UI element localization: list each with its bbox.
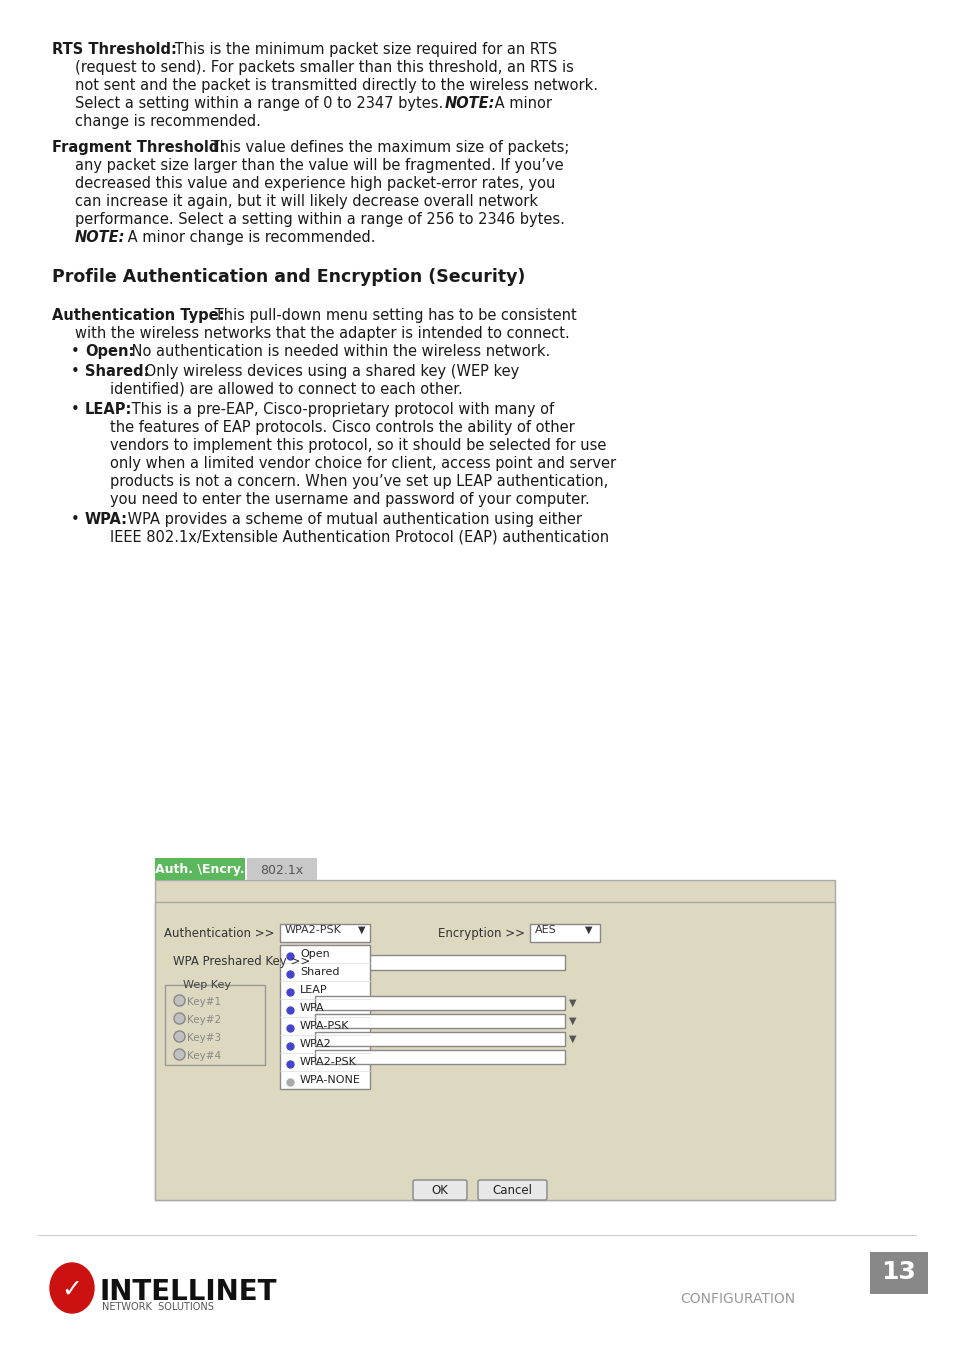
Text: Wep Key: Wep Key <box>183 981 231 990</box>
Text: with the wireless networks that the adapter is intended to connect.: with the wireless networks that the adap… <box>75 325 569 342</box>
FancyBboxPatch shape <box>530 924 599 942</box>
Text: WPA2-PSK: WPA2-PSK <box>285 925 341 935</box>
FancyBboxPatch shape <box>314 1032 564 1046</box>
Text: ▼: ▼ <box>568 1034 576 1044</box>
Text: vendors to implement this protocol, so it should be selected for use: vendors to implement this protocol, so i… <box>110 438 606 453</box>
Text: Shared:: Shared: <box>85 364 150 379</box>
Text: WPA: WPA <box>299 1003 324 1013</box>
Text: ▼: ▼ <box>357 925 365 935</box>
Text: Only wireless devices using a shared key (WEP key: Only wireless devices using a shared key… <box>140 364 518 379</box>
Text: ▼: ▼ <box>568 1015 576 1026</box>
Text: A minor: A minor <box>490 95 552 112</box>
Text: Key#2: Key#2 <box>187 1015 221 1025</box>
Text: This is the minimum packet size required for an RTS: This is the minimum packet size required… <box>170 42 557 56</box>
Text: LEAP: LEAP <box>299 985 327 995</box>
Text: Key#4: Key#4 <box>187 1050 221 1061</box>
Text: Key#1: Key#1 <box>187 997 221 1007</box>
Text: AES: AES <box>535 925 557 935</box>
Text: OK: OK <box>431 1184 448 1197</box>
Text: •: • <box>71 402 80 417</box>
Text: only when a limited vendor choice for client, access point and server: only when a limited vendor choice for cl… <box>110 456 616 471</box>
FancyBboxPatch shape <box>247 858 316 880</box>
Text: ✓: ✓ <box>61 1278 82 1302</box>
Text: ▼: ▼ <box>568 998 576 1007</box>
FancyBboxPatch shape <box>280 924 370 942</box>
Text: Open:: Open: <box>85 344 134 359</box>
Text: This value defines the maximum size of packets;: This value defines the maximum size of p… <box>206 140 569 155</box>
FancyBboxPatch shape <box>165 985 265 1065</box>
FancyBboxPatch shape <box>314 997 564 1010</box>
Text: RTS Threshold:: RTS Threshold: <box>52 42 176 56</box>
Text: 802.1x: 802.1x <box>260 863 303 877</box>
Text: Select a setting within a range of 0 to 2347 bytes.: Select a setting within a range of 0 to … <box>75 95 447 112</box>
Text: WPA2-PSK: WPA2-PSK <box>299 1057 356 1067</box>
Text: Cancel: Cancel <box>492 1184 532 1197</box>
FancyBboxPatch shape <box>314 1050 564 1064</box>
Text: change is recommended.: change is recommended. <box>75 114 260 129</box>
Text: •: • <box>71 512 80 527</box>
Text: Encryption >>: Encryption >> <box>437 927 524 940</box>
Text: decreased this value and experience high packet-error rates, you: decreased this value and experience high… <box>75 176 555 191</box>
Text: CONFIGURATION: CONFIGURATION <box>679 1293 794 1306</box>
Text: ▼: ▼ <box>584 925 592 935</box>
Text: WPA:: WPA: <box>85 512 128 527</box>
FancyBboxPatch shape <box>154 902 834 1200</box>
Text: Authentication >>: Authentication >> <box>164 927 274 940</box>
Text: NETWORK  SOLUTIONS: NETWORK SOLUTIONS <box>102 1302 213 1311</box>
Text: WPA provides a scheme of mutual authentication using either: WPA provides a scheme of mutual authenti… <box>123 512 581 527</box>
Text: LEAP:: LEAP: <box>85 402 132 417</box>
Text: Key#3: Key#3 <box>187 1033 221 1042</box>
FancyBboxPatch shape <box>413 1180 467 1200</box>
Text: identified) are allowed to connect to each other.: identified) are allowed to connect to ea… <box>110 382 462 397</box>
Text: WPA-PSK: WPA-PSK <box>299 1021 349 1032</box>
Text: Shared: Shared <box>299 967 339 976</box>
Text: (request to send). For packets smaller than this threshold, an RTS is: (request to send). For packets smaller t… <box>75 61 574 75</box>
FancyBboxPatch shape <box>869 1252 927 1294</box>
Text: This is a pre-EAP, Cisco-proprietary protocol with many of: This is a pre-EAP, Cisco-proprietary pro… <box>127 402 554 417</box>
Text: 13: 13 <box>881 1260 916 1284</box>
Text: A minor change is recommended.: A minor change is recommended. <box>123 230 375 245</box>
Text: any packet size larger than the value will be fragmented. If you’ve: any packet size larger than the value wi… <box>75 157 563 174</box>
Text: performance. Select a setting within a range of 256 to 2346 bytes.: performance. Select a setting within a r… <box>75 213 564 227</box>
FancyBboxPatch shape <box>280 946 370 1089</box>
Text: Fragment Threshold:: Fragment Threshold: <box>52 140 225 155</box>
Text: •: • <box>71 364 80 379</box>
Text: WPA-NONE: WPA-NONE <box>299 1075 360 1085</box>
FancyBboxPatch shape <box>314 1014 564 1028</box>
Text: Profile Authentication and Encryption (Security): Profile Authentication and Encryption (S… <box>52 268 525 286</box>
FancyBboxPatch shape <box>314 955 564 970</box>
Text: INTELLINET: INTELLINET <box>100 1278 277 1306</box>
Text: NOTE:: NOTE: <box>444 95 495 112</box>
FancyBboxPatch shape <box>477 1180 546 1200</box>
Text: WPA2: WPA2 <box>299 1038 332 1049</box>
Ellipse shape <box>50 1263 94 1313</box>
FancyBboxPatch shape <box>154 880 834 1200</box>
Text: the features of EAP protocols. Cisco controls the ability of other: the features of EAP protocols. Cisco con… <box>110 420 574 434</box>
Text: •: • <box>71 344 80 359</box>
Text: you need to enter the username and password of your computer.: you need to enter the username and passw… <box>110 492 589 507</box>
Text: products is not a concern. When you’ve set up LEAP authentication,: products is not a concern. When you’ve s… <box>110 473 608 490</box>
Text: This pull-down menu setting has to be consistent: This pull-down menu setting has to be co… <box>210 308 577 323</box>
Text: No authentication is needed within the wireless network.: No authentication is needed within the w… <box>127 344 550 359</box>
Text: can increase it again, but it will likely decrease overall network: can increase it again, but it will likel… <box>75 194 537 208</box>
Text: IEEE 802.1x/Extensible Authentication Protocol (EAP) authentication: IEEE 802.1x/Extensible Authentication Pr… <box>110 530 608 545</box>
Text: WPA Preshared Key >>: WPA Preshared Key >> <box>172 955 310 968</box>
Text: not sent and the packet is transmitted directly to the wireless network.: not sent and the packet is transmitted d… <box>75 78 598 93</box>
Text: Auth. \Encry.: Auth. \Encry. <box>155 863 245 877</box>
Text: NOTE:: NOTE: <box>75 230 126 245</box>
Text: Authentication Type:: Authentication Type: <box>52 308 224 323</box>
FancyBboxPatch shape <box>154 858 245 880</box>
Text: Open: Open <box>299 950 330 959</box>
